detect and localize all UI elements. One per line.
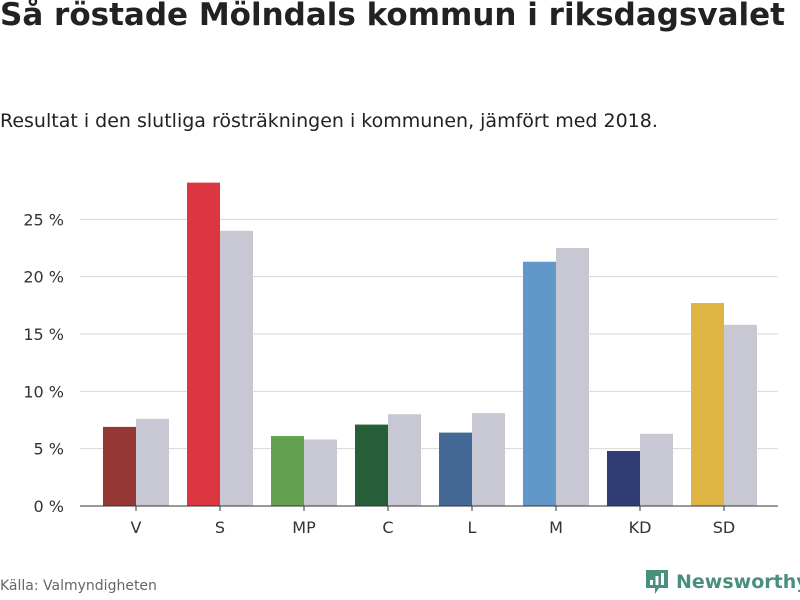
bar-2022-sd xyxy=(691,303,724,506)
bar-2018-kd xyxy=(640,433,673,506)
x-tick-label-v: V xyxy=(131,518,142,537)
y-tick-label: 25 % xyxy=(23,210,64,229)
bar-2018-v xyxy=(136,418,169,506)
bar-2022-c xyxy=(355,424,388,506)
chart-title: Så röstade Mölndals kommun i riksdagsval… xyxy=(0,0,786,33)
source-note: Källa: Valmyndigheten xyxy=(0,578,157,594)
bar-2022-l xyxy=(439,432,472,506)
bar-2018-c xyxy=(388,414,421,506)
bar-2018-mp xyxy=(304,439,337,506)
chart-subtitle: Resultat i den slutliga rösträkningen i … xyxy=(0,110,658,132)
x-tick-label-s: S xyxy=(215,518,225,537)
newsworthy-logo-icon xyxy=(646,570,668,594)
bar-2022-kd xyxy=(607,450,640,506)
y-tick-label: 15 % xyxy=(23,325,64,344)
x-tick-label-mp: MP xyxy=(292,518,316,537)
bars xyxy=(103,182,757,507)
bar-2018-s xyxy=(220,230,253,507)
y-tick-label: 20 % xyxy=(23,268,64,287)
y-tick-label: 0 % xyxy=(34,497,64,516)
bar-2022-mp xyxy=(271,436,304,506)
gridlines xyxy=(80,218,778,450)
bar-2022-s xyxy=(187,182,220,506)
bar-2018-sd xyxy=(724,324,757,506)
y-tick-label: 5 % xyxy=(34,440,64,459)
bar-2022-m xyxy=(523,261,556,506)
x-tick-label-l: L xyxy=(468,518,477,537)
brand-name: Newsworthy xyxy=(676,571,800,593)
bar-2018-m xyxy=(556,248,589,506)
x-axis-ticks: V S MP C L M KD SD xyxy=(131,506,735,537)
y-tick-label: 10 % xyxy=(23,382,64,401)
x-tick-label-sd: SD xyxy=(713,518,735,537)
x-tick-label-m: M xyxy=(549,518,563,537)
bar-2022-v xyxy=(103,426,136,506)
y-axis-ticks: 0 % 5 % 10 % 15 % 20 % 25 % xyxy=(23,210,64,516)
x-tick-label-kd: KD xyxy=(629,518,652,537)
brand: Newsworthy xyxy=(644,568,800,596)
bar-2018-l xyxy=(472,413,505,506)
x-tick-label-c: C xyxy=(382,518,393,537)
